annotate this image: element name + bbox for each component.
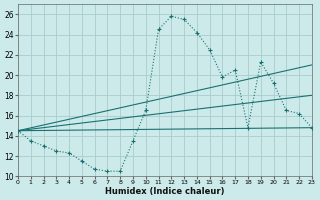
X-axis label: Humidex (Indice chaleur): Humidex (Indice chaleur) — [105, 187, 225, 196]
